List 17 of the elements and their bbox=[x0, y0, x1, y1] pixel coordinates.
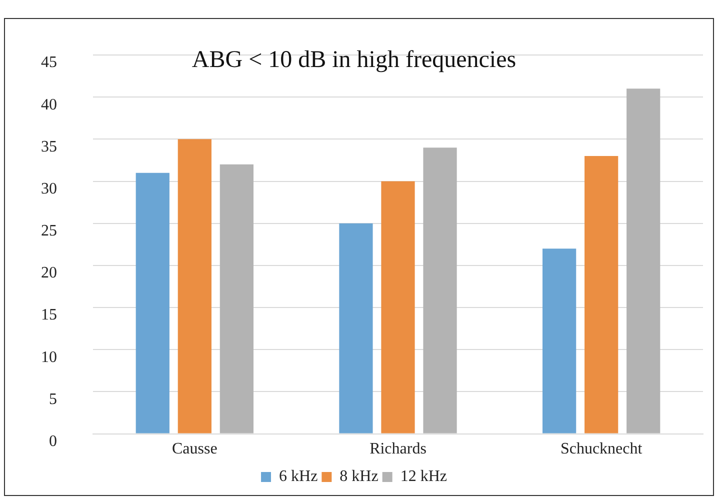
y-tick-label: 30 bbox=[41, 180, 57, 198]
y-tick-label: 15 bbox=[41, 306, 57, 324]
y-tick-label: 20 bbox=[41, 264, 57, 282]
y-tick-label: 35 bbox=[41, 138, 57, 156]
legend-label: 8 kHz bbox=[340, 468, 378, 486]
y-tick-label: 25 bbox=[41, 222, 57, 240]
x-tick-label: Richards bbox=[370, 440, 426, 458]
legend-label: 12 kHz bbox=[400, 468, 447, 486]
y-tick-label: 45 bbox=[41, 54, 57, 72]
chart-title: ABG < 10 dB in high frequencies bbox=[192, 46, 516, 73]
x-tick-label: Causse bbox=[172, 440, 218, 458]
y-tick-label: 5 bbox=[49, 390, 57, 408]
legend-label: 6 kHz bbox=[279, 468, 318, 486]
x-tick-label: Schucknecht bbox=[560, 440, 643, 458]
y-tick-label: 40 bbox=[41, 96, 57, 114]
y-tick-label: 10 bbox=[41, 348, 57, 366]
y-tick-label: 0 bbox=[49, 433, 57, 450]
